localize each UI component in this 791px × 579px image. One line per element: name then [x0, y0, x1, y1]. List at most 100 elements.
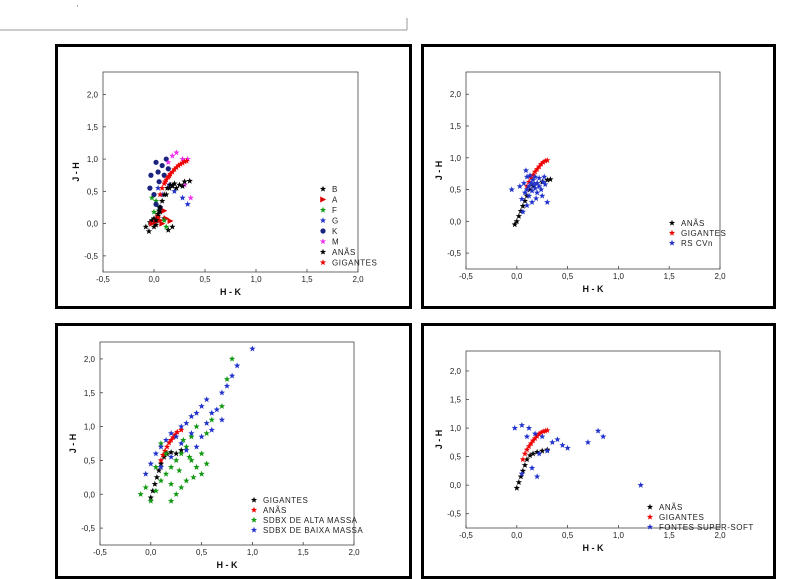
data-point — [519, 467, 527, 474]
data-point — [157, 463, 165, 470]
data-point — [538, 160, 545, 167]
data-point — [166, 184, 173, 191]
legend-marker — [319, 217, 327, 224]
data-point — [174, 428, 181, 435]
y-tick-label: 2,0 — [87, 91, 99, 100]
data-point — [527, 174, 535, 181]
data-point — [544, 427, 551, 434]
data-point — [152, 463, 160, 470]
y-tick-label: 0,5 — [450, 186, 462, 195]
x-axis-label: H - K — [583, 284, 604, 294]
plot-frame — [99, 341, 355, 546]
data-point — [179, 155, 186, 162]
data-point — [528, 464, 536, 471]
data-point — [518, 470, 526, 477]
data-point — [539, 447, 546, 454]
data-point — [169, 223, 176, 230]
data-point — [178, 450, 185, 457]
y-tick-label: -0,5 — [84, 252, 98, 261]
data-point — [154, 184, 162, 191]
data-point — [173, 450, 180, 457]
data-point — [150, 215, 158, 222]
data-point — [137, 490, 144, 497]
data-point — [153, 474, 161, 480]
x-tick-label: 1,5 — [664, 531, 676, 540]
data-point — [521, 450, 529, 457]
legend-marker — [319, 238, 327, 245]
data-point — [186, 453, 193, 460]
data-point — [183, 477, 190, 484]
data-point — [161, 447, 169, 454]
x-tick-label: -0,5 — [459, 272, 473, 281]
data-point — [179, 159, 186, 166]
data-point — [538, 186, 545, 193]
data-point — [208, 409, 215, 416]
x-tick-label: -0,5 — [96, 275, 110, 284]
series-group — [511, 421, 644, 488]
data-point — [523, 173, 531, 180]
data-point — [173, 490, 180, 497]
data-point — [181, 181, 188, 188]
data-point — [218, 416, 226, 423]
data-point — [167, 170, 174, 177]
plot-frame — [102, 71, 359, 273]
y-tick-label: -0,5 — [447, 510, 461, 519]
data-point — [525, 183, 533, 190]
data-point — [203, 460, 210, 467]
series-group — [150, 177, 193, 230]
data-point — [167, 449, 175, 455]
data-point — [516, 183, 523, 190]
data-point — [526, 186, 534, 193]
legend-marker — [668, 229, 676, 236]
data-point — [531, 168, 539, 175]
data-point — [159, 162, 165, 169]
data-point — [155, 207, 163, 214]
data-point — [173, 433, 180, 440]
legend-label: GIGANTES — [681, 229, 726, 238]
data-point — [147, 494, 154, 501]
data-point — [198, 450, 205, 457]
data-point — [531, 435, 539, 442]
y-tick-label: 1,5 — [450, 122, 462, 131]
data-point — [163, 191, 170, 198]
x-axis-label: H - K — [220, 287, 241, 297]
data-point — [163, 156, 169, 162]
data-point — [162, 178, 169, 185]
legend-marker — [250, 496, 258, 503]
data-point — [559, 441, 566, 448]
data-point — [167, 453, 175, 460]
data-point — [525, 443, 533, 450]
data-point — [159, 184, 166, 191]
data-point — [523, 446, 531, 453]
data-point — [156, 191, 164, 198]
data-point — [177, 160, 184, 167]
data-point — [526, 172, 534, 179]
chart-3-plot: -0,5 0,0 0,5 1,0 1,5 2,0 -0,5 0,0 0,5 1,0 1,5 2,0 H … — [68, 341, 363, 570]
data-point — [193, 443, 200, 450]
data-point — [178, 484, 185, 491]
data-point — [521, 189, 529, 196]
data-point — [530, 181, 538, 188]
x-tick-label: 1,5 — [664, 272, 676, 281]
data-point — [142, 484, 149, 491]
data-point — [173, 184, 180, 191]
y-tick-label: 2,0 — [450, 367, 462, 376]
data-point — [159, 197, 166, 204]
data-point — [161, 207, 168, 214]
data-point — [542, 157, 549, 164]
data-point — [554, 436, 561, 443]
x-tick-label: 1,0 — [613, 531, 625, 540]
data-point — [179, 194, 186, 201]
data-point — [520, 179, 528, 186]
data-point — [213, 406, 220, 413]
data-point — [515, 479, 522, 485]
series-group — [147, 156, 171, 211]
data-point — [178, 426, 185, 433]
legend-label: G — [332, 217, 339, 226]
series-group — [137, 355, 236, 504]
data-point — [171, 180, 178, 187]
data-point — [533, 165, 541, 172]
data-point — [533, 189, 541, 196]
data-point — [515, 212, 522, 219]
